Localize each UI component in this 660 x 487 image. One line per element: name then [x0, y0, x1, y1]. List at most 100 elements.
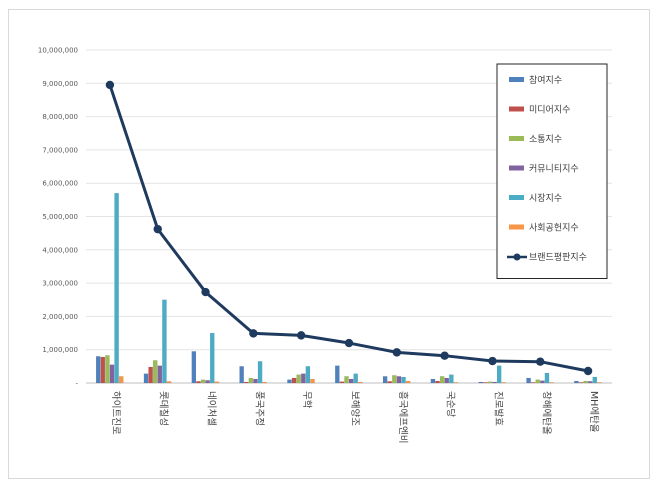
- line-point: [583, 366, 593, 376]
- bar-소통지수: [392, 375, 397, 384]
- bar-미디어지수: [483, 382, 488, 384]
- chart-frame: - 1,000,000 2,000,000 3,000,000 4,000,000 5,0…: [8, 9, 650, 479]
- bar-미디어지수: [339, 381, 345, 384]
- bar-소통지수: [439, 376, 445, 384]
- bar-커뮤니티지수: [396, 376, 402, 384]
- line-point: [296, 331, 306, 340]
- bar-소통지수: [535, 379, 541, 384]
- bar-사회공헌지수: [262, 381, 267, 384]
- y-tick-label: 7,000,000: [42, 146, 78, 154]
- legend-marker: [513, 253, 521, 261]
- y-tick-label: 3,000,000: [42, 280, 78, 288]
- bar-참여지수: [526, 377, 531, 384]
- legend-label: 시장지수: [529, 193, 562, 204]
- reputation-line: [105, 80, 593, 376]
- bar-참여지수: [335, 365, 340, 384]
- legend-label: 미디어지수: [529, 105, 570, 116]
- bar-참여지수: [191, 351, 197, 384]
- line-point: [440, 351, 449, 360]
- legend-label: 브랜드평판지수: [529, 252, 587, 263]
- bar-시장지수: [592, 376, 598, 384]
- line-point: [392, 348, 402, 357]
- bar-소통지수: [344, 376, 349, 384]
- bar-시장지수: [209, 332, 215, 384]
- bar-사회공헌지수: [358, 381, 363, 384]
- bar-사회공헌지수: [501, 382, 507, 384]
- bar-미디어지수: [291, 377, 297, 384]
- x-tick-label: 네이처셀: [206, 391, 218, 426]
- y-tick-label: 4,000,000: [42, 246, 78, 254]
- bar-시장지수: [114, 193, 119, 384]
- bar-참여지수: [287, 379, 292, 384]
- bar-미디어지수: [196, 381, 201, 384]
- bar-시장지수: [449, 374, 454, 384]
- bar-미디어지수: [530, 382, 536, 384]
- bar-커뮤니티지수: [253, 378, 258, 384]
- legend-swatch: [509, 77, 524, 82]
- legend-swatch: [509, 195, 524, 200]
- line-point: [153, 224, 162, 234]
- legend-swatch: [509, 136, 524, 141]
- bar-미디어지수: [148, 366, 153, 384]
- y-axis-ticks: - 1,000,000 2,000,000 3,000,000 4,000,000 5,0…: [38, 47, 79, 388]
- bar-시장지수: [496, 365, 502, 384]
- bar-참여지수: [478, 381, 484, 384]
- x-tick-label: 보해양조: [349, 391, 361, 426]
- x-tick-label: 풍국주정: [253, 391, 264, 426]
- bar-참여지수: [143, 373, 149, 384]
- bar-사회공헌지수: [549, 382, 554, 384]
- bar-커뮤니티지수: [492, 381, 497, 384]
- bar-커뮤니티지수: [348, 378, 354, 384]
- y-tick-label: 8,000,000: [42, 113, 78, 121]
- bar-참여지수: [574, 380, 579, 384]
- x-tick-label: 하이트진로: [110, 391, 122, 435]
- bar-소통지수: [248, 377, 254, 384]
- bar-참여지수: [95, 356, 101, 384]
- line-point: [488, 356, 497, 366]
- x-tick-label: 롯데칠성: [158, 391, 169, 426]
- x-tick-label: 무학: [301, 391, 312, 409]
- bar-커뮤니티지수: [587, 381, 593, 384]
- bar-소통지수: [487, 381, 493, 384]
- brand-reputation-chart: - 1,000,000 2,000,000 3,000,000 4,000,000 5,0…: [38, 47, 612, 443]
- line-point: [105, 80, 115, 90]
- bar-사회공헌지수: [214, 381, 220, 384]
- bar-미디어지수: [100, 356, 106, 384]
- x-tick-label: 창해에탄올: [540, 391, 552, 435]
- bar-커뮤니티지수: [444, 377, 449, 384]
- legend-swatch: [509, 165, 524, 171]
- bar-미디어지수: [387, 381, 392, 384]
- bar-소통지수: [152, 360, 158, 384]
- y-tick-label: 5,000,000: [42, 213, 78, 221]
- legend-label: 소통지수: [529, 134, 562, 145]
- bars: [95, 193, 602, 384]
- x-tick-label: 국순당: [445, 391, 456, 417]
- y-tick-label: 2,000,000: [42, 313, 78, 321]
- bar-소통지수: [105, 355, 110, 384]
- bar-참여지수: [382, 376, 388, 384]
- bar-커뮤니티지수: [540, 380, 545, 384]
- bar-참여지수: [239, 366, 244, 384]
- x-axis-ticks: 하이트진로 롯데칠성 네이처셀 풍국주정 무학 보해양조 흥국에프엔비 국순당 진로발효 창해에탄…: [110, 391, 599, 443]
- legend-label: 사회공헌지수: [529, 223, 579, 234]
- bar-커뮤니티지수: [301, 373, 306, 384]
- bar-시장지수: [305, 366, 311, 384]
- legend-swatch: [509, 224, 524, 230]
- line-point: [249, 329, 258, 338]
- bar-시장지수: [257, 361, 263, 384]
- bar-시장지수: [544, 372, 550, 384]
- bar-미디어지수: [244, 381, 249, 384]
- bar-시장지수: [162, 299, 167, 384]
- line-point: [536, 357, 545, 366]
- x-tick-label: 흥국에프엔비: [397, 391, 409, 443]
- bar-참여지수: [430, 378, 436, 384]
- bar-사회공헌지수: [310, 378, 315, 384]
- x-tick-label: 진로발효: [492, 391, 503, 426]
- line-point: [344, 338, 354, 348]
- bar-사회공헌지수: [597, 382, 602, 384]
- bar-사회공헌지수: [166, 381, 172, 384]
- legend-label: 참여지수: [529, 74, 562, 86]
- legend-label: 커뮤니티지수: [529, 164, 579, 175]
- bar-커뮤니티지수: [109, 364, 115, 384]
